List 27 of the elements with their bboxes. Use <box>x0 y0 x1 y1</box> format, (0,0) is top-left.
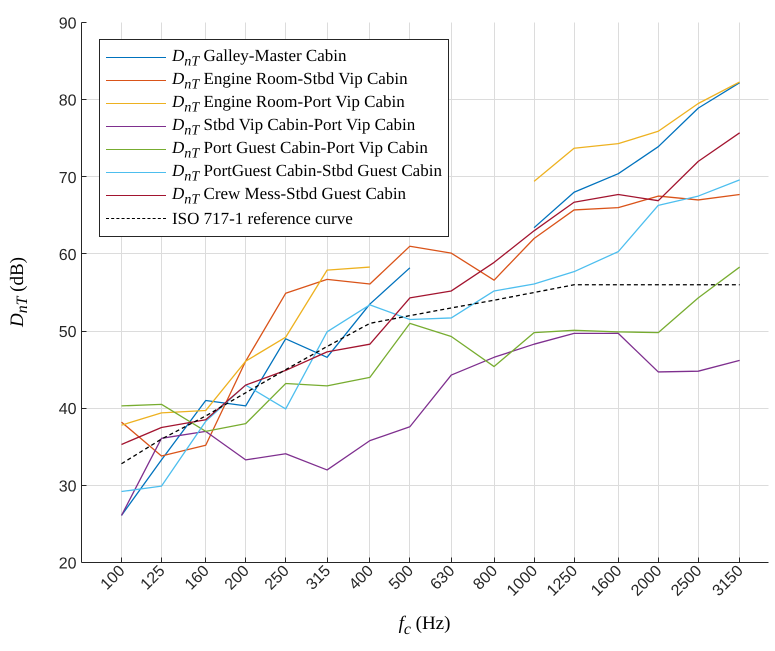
x-tick-label: 250 <box>262 562 293 594</box>
y-tick-label: 60 <box>58 246 77 264</box>
legend-label: D$_{nT}$ Galley-Master Cabin <box>172 46 347 70</box>
x-tick-label: 315 <box>303 562 334 594</box>
legend-label: D$_{nT}$ PortGuest Cabin-Stbd Guest Cabin <box>172 160 442 184</box>
legend-label: ISO 717-1 reference curve <box>172 209 353 228</box>
y-tick-label: 80 <box>58 92 77 110</box>
x-tick-label: 160 <box>182 562 213 594</box>
legend-label: D$_{nT}$ Stbd Vip Cabin-Port Vip Cabin <box>172 114 416 138</box>
x-tick-label: 630 <box>427 562 458 594</box>
x-axis-title: f$_{c}$ (Hz) <box>398 612 450 640</box>
y-tick-label: 30 <box>58 478 77 496</box>
legend-label: D$_{nT}$ Engine Room-Port Vip Cabin <box>172 92 405 116</box>
y-tick-label: 90 <box>58 16 77 32</box>
legend-label: D$_{nT}$ Engine Room-Stbd Vip Cabin <box>172 68 408 92</box>
x-tick-label: 200 <box>222 562 253 594</box>
y-tick-label: 50 <box>58 324 77 342</box>
x-tick-label: 500 <box>386 562 418 594</box>
x-tick-label: 800 <box>470 562 502 594</box>
legend-label: D$_{nT}$ Crew Mess-Stbd Guest Cabin <box>172 184 406 208</box>
y-tick-label: 40 <box>58 401 77 418</box>
legend-label: D$_{nT}$ Port Guest Cabin-Port Vip Cabin <box>172 138 428 162</box>
x-tick-label: 125 <box>138 562 169 594</box>
y-tick-label: 70 <box>58 170 77 187</box>
x-tick-label: 100 <box>98 562 129 594</box>
x-tick-label: 400 <box>346 562 378 594</box>
y-tick-label: 20 <box>58 556 77 572</box>
